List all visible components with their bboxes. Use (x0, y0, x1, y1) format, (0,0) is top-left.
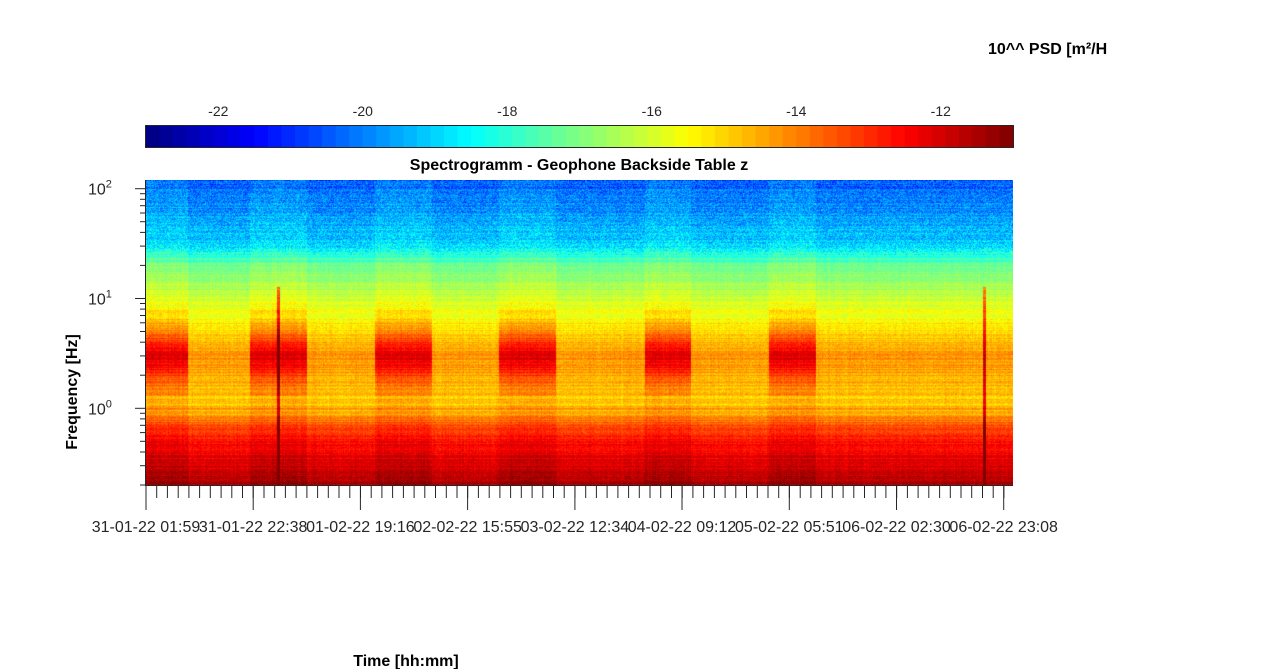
colorbar-label: 10^^ PSD [m²/H (988, 41, 1107, 58)
colorbar-segment (430, 126, 445, 147)
colorbar-segment (444, 126, 459, 147)
colorbar-segment (782, 126, 797, 147)
colorbar-segment (809, 126, 824, 147)
colorbar-segment (498, 126, 513, 147)
colorbar-segment (362, 126, 377, 147)
colorbar-segment (511, 126, 526, 147)
y-tick-label: 100 (88, 398, 112, 418)
colorbar-tick-label: -14 (786, 103, 806, 119)
colorbar-segment (565, 126, 581, 147)
colorbar-segment (471, 126, 486, 147)
colorbar-segment (525, 126, 540, 147)
plot-area (146, 180, 1013, 485)
colorbar-segment (593, 126, 608, 147)
colorbar-segment (918, 126, 933, 147)
colorbar-segment (742, 126, 757, 147)
colorbar-segment (823, 126, 838, 147)
x-tick-label: 04-02-22 09:12 (628, 519, 737, 536)
colorbar-segment (606, 126, 621, 147)
y-tick-label: 102 (88, 179, 112, 199)
colorbar-segment (281, 126, 296, 147)
colorbar-segment (999, 126, 1014, 147)
colorbar-segment (660, 126, 675, 147)
colorbar-segment (836, 126, 852, 147)
colorbar-segment (863, 126, 879, 147)
colorbar-segment (200, 126, 215, 147)
x-tick-label: 05-02-22 05:51 (735, 519, 844, 536)
colorbar-segment (349, 126, 364, 147)
colorbar-segment (674, 126, 689, 147)
x-axis-label: Time [hh:mm] (353, 653, 458, 669)
colorbar-segment (945, 126, 960, 147)
colorbar-segment (389, 126, 404, 147)
colorbar-segment (891, 126, 906, 147)
colorbar-segment (850, 126, 865, 147)
colorbar-segment (308, 126, 323, 147)
chart-title: Spectrogramm - Geophone Backside Table z (410, 157, 748, 174)
x-tick-label: 06-02-22 23:08 (949, 519, 1058, 536)
y-axis-label: Frequency [Hz] (64, 334, 81, 450)
x-tick-label: 03-02-22 12:34 (521, 519, 630, 536)
colorbar-segment (714, 126, 730, 147)
colorbar-tick-label: -12 (931, 103, 951, 119)
colorbar-segment (403, 126, 418, 147)
colorbar-segment (972, 126, 987, 147)
colorbar-segment (728, 126, 743, 147)
colorbar-segment (159, 126, 174, 147)
colorbar-segment (254, 126, 269, 147)
colorbar-segment (295, 126, 310, 147)
y-axis-ticks: 100 101 102 (88, 179, 145, 486)
colorbar-segment (484, 126, 499, 147)
colorbar-segment (579, 126, 594, 147)
colorbar-segment (146, 126, 161, 147)
colorbar-tick-label: -20 (353, 103, 373, 119)
colorbar-segment (633, 126, 648, 147)
colorbar-segment (322, 126, 337, 147)
colorbar-tick-label: -22 (208, 103, 228, 119)
x-tick-label: 31-01-22 22:38 (199, 519, 308, 536)
colorbar-segment (687, 126, 703, 147)
colorbar-segment (796, 126, 811, 147)
colorbar-segment (985, 126, 1001, 147)
colorbar-segment (416, 126, 432, 147)
x-tick-label: 01-02-22 19:16 (306, 519, 415, 536)
colorbar-segment (213, 126, 228, 147)
colorbar-tick-label: -16 (642, 103, 662, 119)
colorbar-segment (769, 126, 784, 147)
colorbar-segment (755, 126, 770, 147)
x-tick-label: 31-01-22 01:59 (92, 519, 201, 536)
colorbar-segment (457, 126, 472, 147)
x-tick-label: 06-02-22 02:30 (842, 519, 951, 536)
colorbar-segment (701, 126, 716, 147)
colorbar-segment (647, 126, 662, 147)
colorbar-segment (173, 126, 188, 147)
y-tick-label: 101 (88, 289, 112, 309)
colorbar-segment (240, 126, 255, 147)
colorbar-frame (145, 125, 1014, 148)
colorbar-segment (877, 126, 892, 147)
colorbar-segment (186, 126, 201, 147)
colorbar-tick-label: -18 (497, 103, 517, 119)
colorbar-segment (267, 126, 283, 147)
colorbar-segment (552, 126, 567, 147)
colorbar-segment (931, 126, 946, 147)
colorbar-segment (958, 126, 973, 147)
colorbar-segment (376, 126, 391, 147)
colorbar-segment (335, 126, 350, 147)
colorbar-segment (904, 126, 919, 147)
colorbar-segment (227, 126, 242, 147)
spectrogram-heatmap (146, 180, 1013, 485)
colorbar-segment (620, 126, 635, 147)
x-tick-label: 02-02-22 15:55 (413, 519, 522, 536)
colorbar-segment (538, 126, 554, 147)
colorbar (146, 126, 1014, 147)
